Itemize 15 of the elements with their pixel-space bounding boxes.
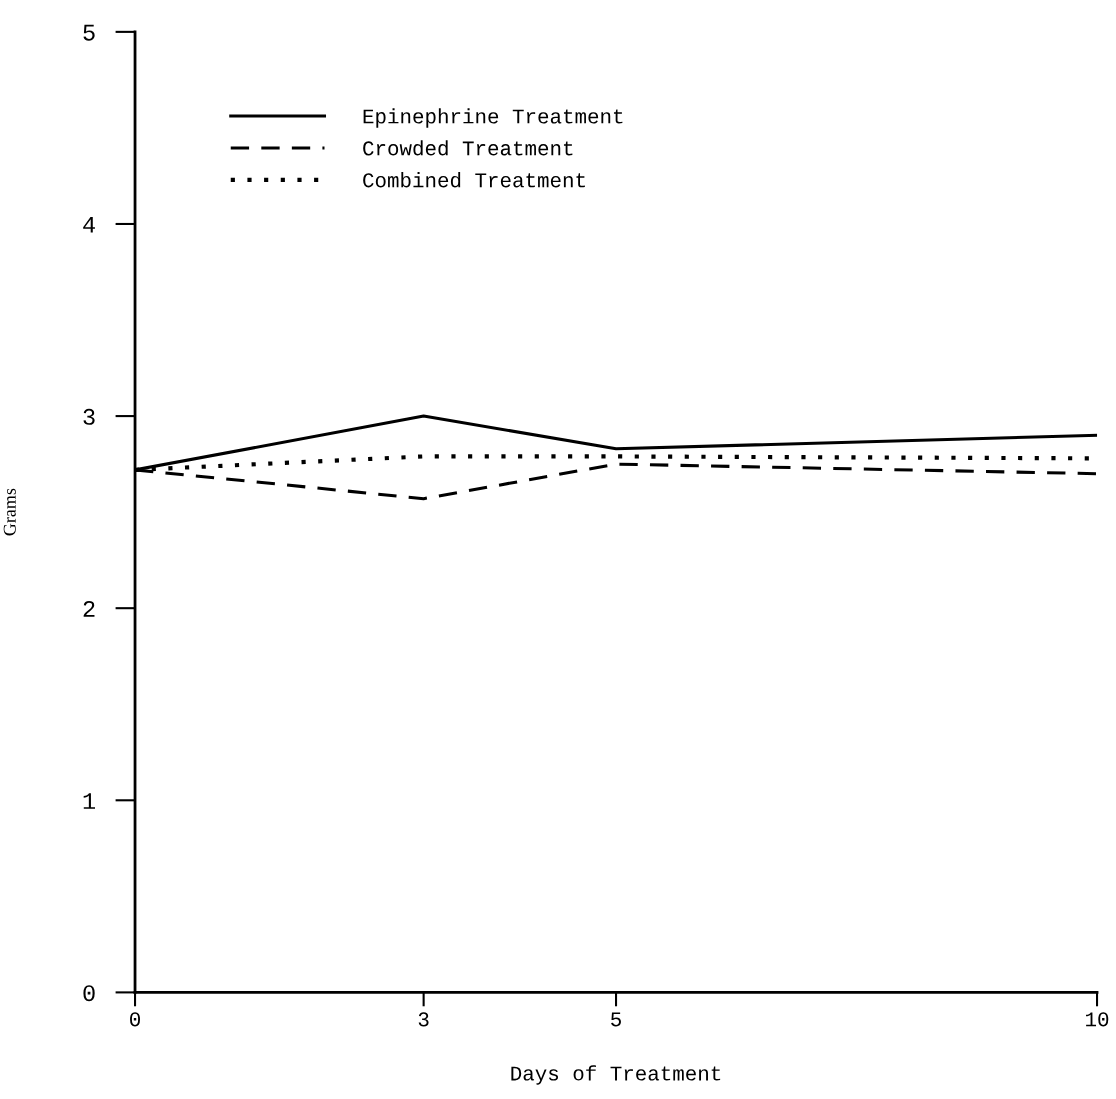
y-tick-label: 4 (83, 216, 95, 233)
y-tick-label: 2 (83, 600, 95, 617)
y-tick-label: 3 (83, 408, 95, 425)
y-axis-title: Grams (3, 488, 16, 536)
x-tick-label: 0 (130, 1012, 141, 1027)
y-tick-label: 0 (83, 985, 95, 1002)
x-tick-label: 3 (418, 1012, 429, 1027)
x-tick-label: 10 (1086, 1012, 1109, 1027)
y-tick-label: 5 (83, 24, 95, 41)
legend-label: Epinephrine Treatment (363, 108, 623, 128)
x-tick-label: 5 (611, 1012, 621, 1027)
y-tick-label: 1 (83, 793, 95, 809)
x-axis-title: Days of Treatment (511, 1065, 721, 1085)
legend-label: Crowded Treatment (363, 140, 573, 156)
legend-label: Combined Treatment (363, 172, 585, 188)
